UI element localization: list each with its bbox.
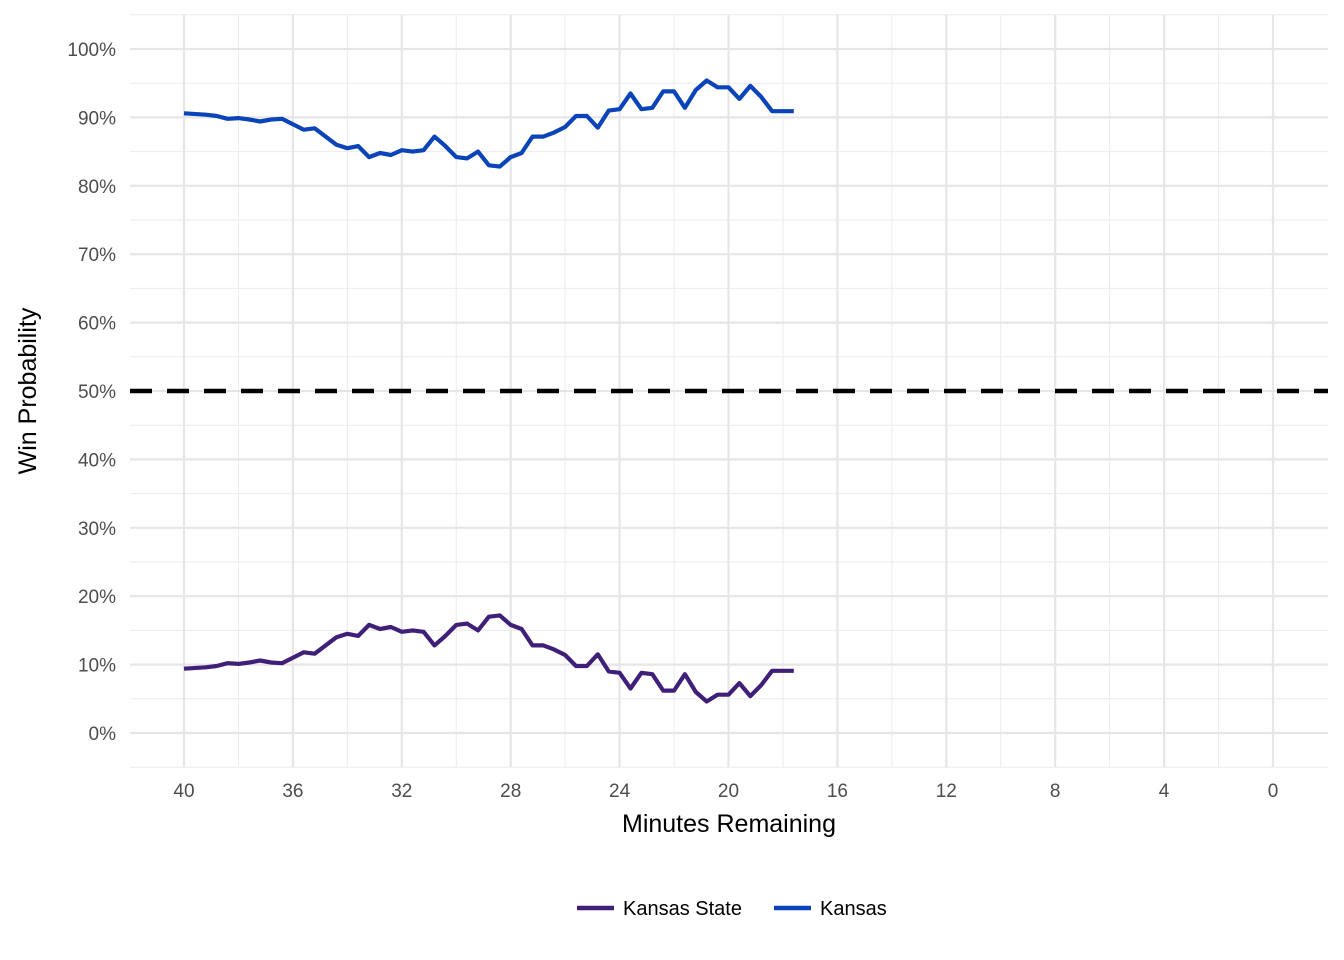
y-tick-label: 40% [78, 450, 116, 471]
legend-label-kansas: Kansas [820, 898, 887, 920]
y-tick-label: 60% [78, 314, 116, 335]
x-tick-label: 40 [173, 781, 194, 802]
y-axis-title: Win Probability [14, 307, 42, 474]
y-tick-label: 70% [78, 245, 116, 266]
y-tick-label: 30% [78, 519, 116, 540]
series-line-kansas-state [183, 613, 794, 704]
x-tick-label: 20 [718, 781, 739, 802]
series-line-kansas [183, 78, 794, 169]
y-tick-label: 0% [89, 724, 117, 745]
x-tick-label: 0 [1268, 781, 1279, 802]
x-tick-label: 16 [827, 781, 848, 802]
y-tick-label: 100% [67, 40, 116, 61]
legend: Kansas State Kansas [577, 898, 887, 920]
x-tick-label: 32 [391, 781, 412, 802]
x-tick-label: 24 [609, 781, 631, 802]
y-tick-label: 20% [78, 587, 116, 608]
x-tick-label: 8 [1050, 781, 1061, 802]
y-tick-label: 80% [78, 177, 116, 198]
x-axis-tick-labels: 40 36 32 28 24 20 16 12 8 4 0 [173, 781, 1278, 802]
legend-label-kansas-state: Kansas State [623, 898, 742, 920]
x-tick-label: 4 [1159, 781, 1170, 802]
x-axis-title: Minutes Remaining [622, 810, 836, 838]
x-tick-label: 12 [936, 781, 957, 802]
x-tick-label: 28 [500, 781, 521, 802]
y-tick-label: 10% [78, 656, 116, 677]
y-tick-label: 90% [78, 108, 116, 129]
x-tick-label: 36 [282, 781, 303, 802]
series-lines [183, 78, 794, 704]
y-axis-tick-labels: 0% 10% 20% 30% 40% 50% 60% 70% 80% 90% 100% [67, 40, 116, 745]
major-gridlines [130, 15, 1328, 767]
y-tick-label: 50% [78, 382, 116, 403]
